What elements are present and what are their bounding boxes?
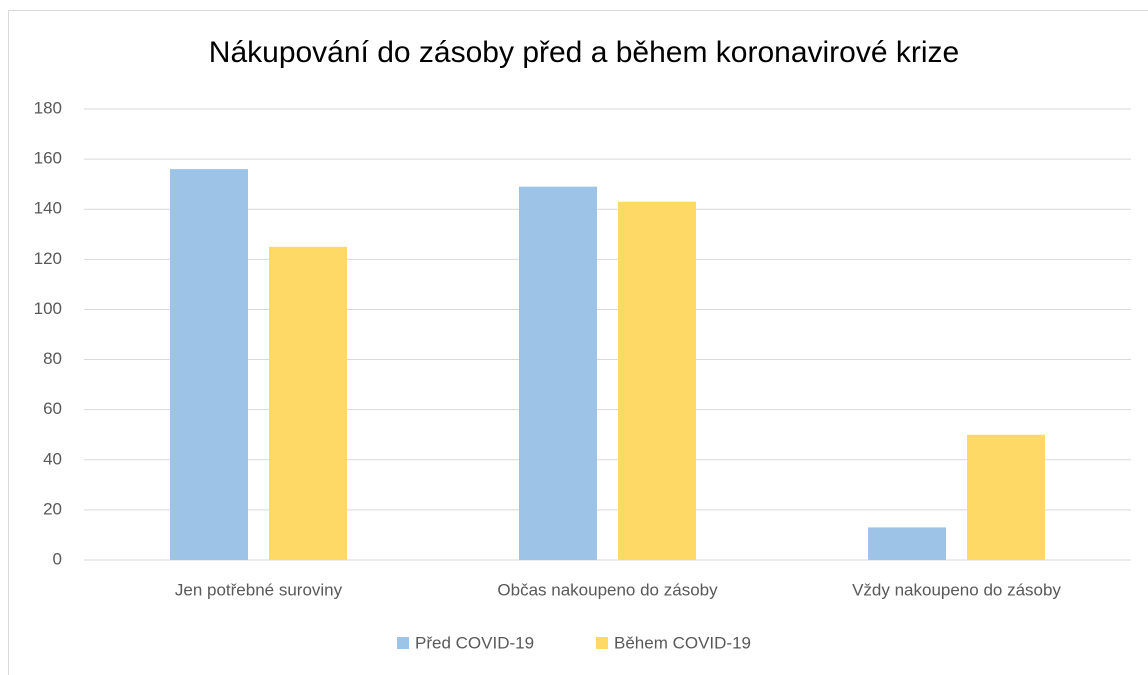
y-tick-label: 120 xyxy=(34,249,62,268)
y-tick-label: 0 xyxy=(53,549,62,568)
y-tick-label: 160 xyxy=(34,149,62,168)
chart-frame xyxy=(8,10,1148,675)
bar xyxy=(967,434,1045,560)
bar xyxy=(519,186,597,560)
y-tick-label: 40 xyxy=(43,449,62,468)
bar xyxy=(868,527,946,560)
bar xyxy=(269,246,347,561)
bar xyxy=(618,201,696,560)
x-tick-label: Vždy nakoupeno do zásoby xyxy=(852,580,1061,599)
y-tick-label: 80 xyxy=(43,349,62,368)
legend-swatch xyxy=(397,637,409,649)
legend-swatch xyxy=(596,637,608,649)
y-tick-label: 20 xyxy=(43,499,62,518)
chart-title: Nákupování do zásoby před a během korona… xyxy=(209,36,959,69)
x-tick-label: Jen potřebné suroviny xyxy=(175,580,343,599)
bar xyxy=(170,169,248,560)
y-tick-label: 100 xyxy=(34,299,62,318)
legend-label: Během COVID-19 xyxy=(614,633,751,652)
x-tick-label: Občas nakoupeno do zásoby xyxy=(497,580,718,599)
y-tick-label: 60 xyxy=(43,399,62,418)
y-tick-label: 180 xyxy=(34,98,62,117)
y-tick-label: 140 xyxy=(34,199,62,218)
legend-label: Před COVID-19 xyxy=(415,633,534,652)
